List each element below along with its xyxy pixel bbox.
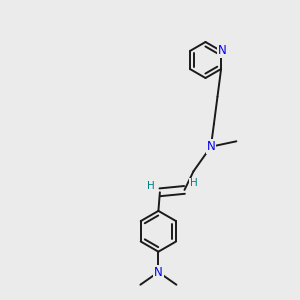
Text: N: N bbox=[218, 44, 227, 58]
Text: H: H bbox=[190, 178, 197, 188]
Text: N: N bbox=[206, 140, 215, 153]
Text: H: H bbox=[147, 181, 155, 191]
Text: N: N bbox=[154, 266, 163, 279]
